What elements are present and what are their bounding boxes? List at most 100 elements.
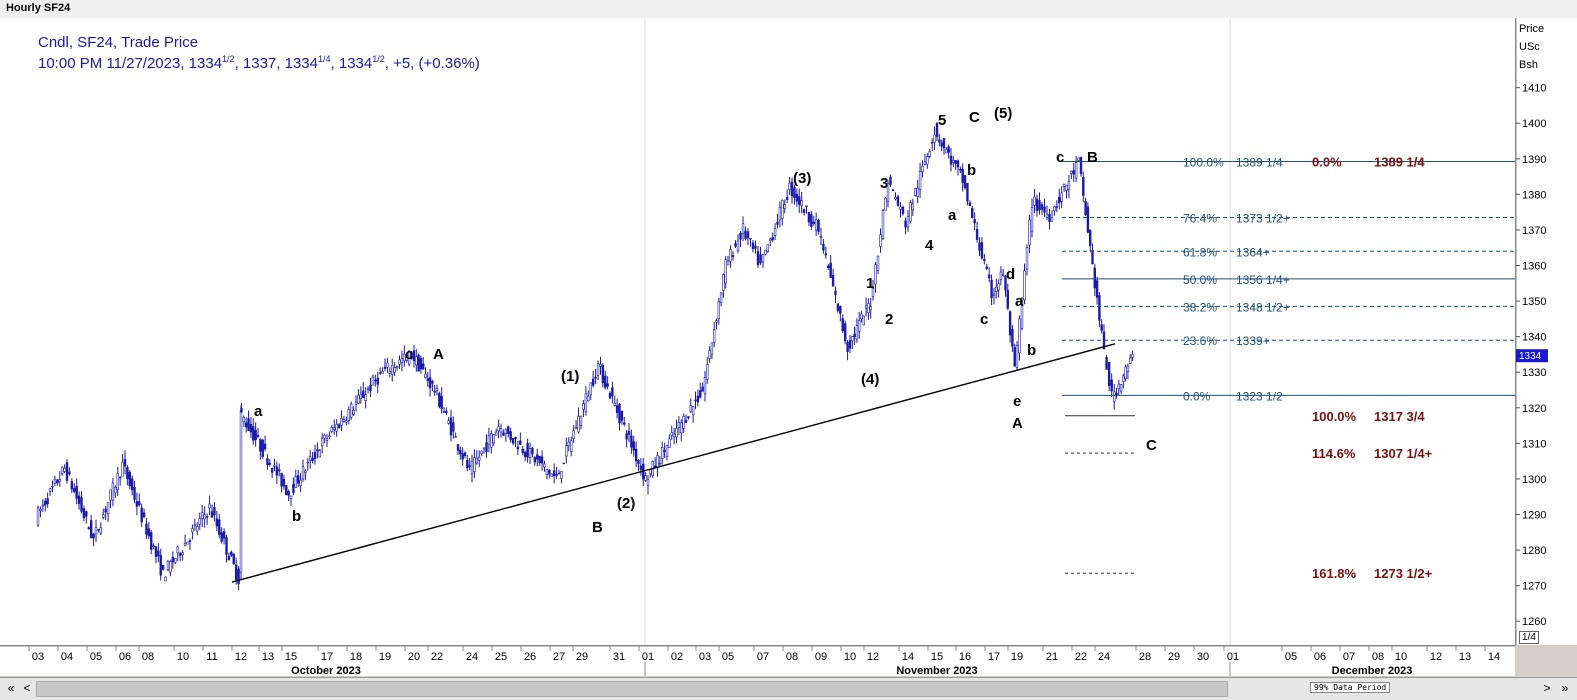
candle-body — [294, 476, 297, 488]
time-day-label: 28 — [1139, 651, 1151, 663]
candle-body — [1113, 391, 1116, 402]
candle — [769, 237, 772, 246]
candle — [1065, 184, 1068, 199]
candle-body — [452, 422, 455, 432]
candle — [613, 395, 616, 407]
candle-body — [109, 489, 112, 501]
candle-body — [841, 318, 844, 331]
scroll-prev-button[interactable]: < — [23, 681, 31, 695]
candle-body — [463, 452, 467, 457]
candle — [567, 437, 570, 452]
candle-body — [254, 429, 257, 440]
candle-body — [296, 475, 300, 484]
candle — [1055, 200, 1059, 213]
candle-body — [851, 336, 854, 342]
candle — [812, 215, 815, 226]
candle — [111, 477, 115, 507]
candle-body — [824, 253, 828, 256]
candle-body — [751, 242, 755, 250]
fib-retracement-pct: 76.4% — [1183, 211, 1217, 225]
candle — [208, 495, 211, 515]
candle-body — [405, 355, 408, 361]
candle-body — [188, 540, 192, 542]
candle-body — [1043, 206, 1046, 213]
candle-body — [938, 139, 941, 143]
candle — [247, 410, 250, 432]
candle-body — [135, 501, 139, 507]
candle-body — [449, 417, 453, 436]
candle-body — [706, 364, 709, 380]
candle — [289, 495, 293, 506]
chart-plot-area[interactable]: 100.0% 1389 1/4 76.4% 1373 1/2+ 61.8% 1364+ 50… — [0, 18, 1516, 646]
candle — [741, 216, 745, 242]
candle-body — [672, 433, 676, 438]
candle — [487, 427, 491, 453]
candle — [65, 459, 69, 484]
price-tick-label: 1290 — [1522, 510, 1546, 522]
price-tick-label: 1320 — [1522, 403, 1546, 415]
time-day-label: 15 — [285, 651, 297, 663]
candle-body — [587, 395, 590, 402]
candle — [589, 382, 592, 400]
candle — [990, 274, 993, 306]
candle-body — [987, 274, 991, 279]
window-titlebar: Hourly SF24 — [0, 0, 1577, 19]
candle-body — [543, 463, 546, 468]
candle — [653, 457, 657, 469]
candle — [874, 262, 877, 293]
wave-label: 2 — [885, 311, 893, 328]
candle — [470, 454, 474, 483]
scrollbar[interactable]: « < 99% Data Period > » — [0, 677, 1577, 700]
candle — [1038, 192, 1041, 215]
candle-body — [1105, 357, 1108, 370]
fib-retracement-pct: 61.8% — [1183, 245, 1217, 259]
candle — [198, 512, 201, 530]
candle — [378, 367, 382, 375]
candle — [1119, 383, 1123, 394]
candle — [1124, 364, 1127, 382]
candle-body — [193, 524, 197, 527]
candle-body — [304, 470, 307, 473]
candle-body — [347, 409, 350, 421]
candle-body — [724, 259, 727, 284]
candle — [926, 153, 929, 169]
candle-body — [249, 423, 253, 433]
candle-body — [677, 422, 681, 428]
candle — [205, 513, 209, 525]
candle — [342, 415, 346, 423]
candle-body — [210, 511, 214, 518]
candle — [831, 268, 835, 287]
candle — [703, 370, 707, 402]
scroll-next-button[interactable]: > — [1543, 681, 1551, 695]
candle — [886, 180, 890, 208]
candle — [174, 557, 177, 565]
candle — [1058, 188, 1061, 210]
candle — [746, 228, 750, 246]
candle-body — [252, 426, 255, 441]
wave-label: a — [254, 403, 263, 420]
candle — [827, 263, 830, 270]
time-axis[interactable]: 03 04 05 06 08 10 11 12 13 15 17 18 19 20 22 24 25 26 27 29… — [0, 646, 1515, 676]
candle — [949, 148, 953, 172]
candle-body — [611, 387, 614, 397]
candle — [658, 455, 662, 468]
candle-body — [1030, 207, 1034, 232]
candle-body — [956, 160, 960, 168]
candle — [543, 460, 546, 472]
candle-body — [497, 426, 500, 432]
candle — [218, 513, 221, 539]
candle-body — [1077, 157, 1080, 161]
time-day-label: 13 — [1459, 651, 1471, 663]
scroll-end-button[interactable]: » — [1561, 681, 1569, 695]
candle-body — [222, 531, 226, 539]
zoom-label[interactable]: 1/4 — [1519, 631, 1539, 644]
scroll-start-button[interactable]: « — [7, 681, 15, 695]
candle-body — [130, 478, 134, 491]
scrollbar-thumb[interactable] — [36, 681, 1228, 697]
price-axis[interactable]: 1260 1270 1280 1290 1300 1310 1320 1330 1340 1350… — [1516, 18, 1577, 645]
candle — [945, 147, 948, 154]
candle-body — [328, 435, 331, 438]
candle-body — [166, 561, 170, 571]
candle-body — [183, 542, 187, 547]
candle-body — [848, 340, 852, 349]
